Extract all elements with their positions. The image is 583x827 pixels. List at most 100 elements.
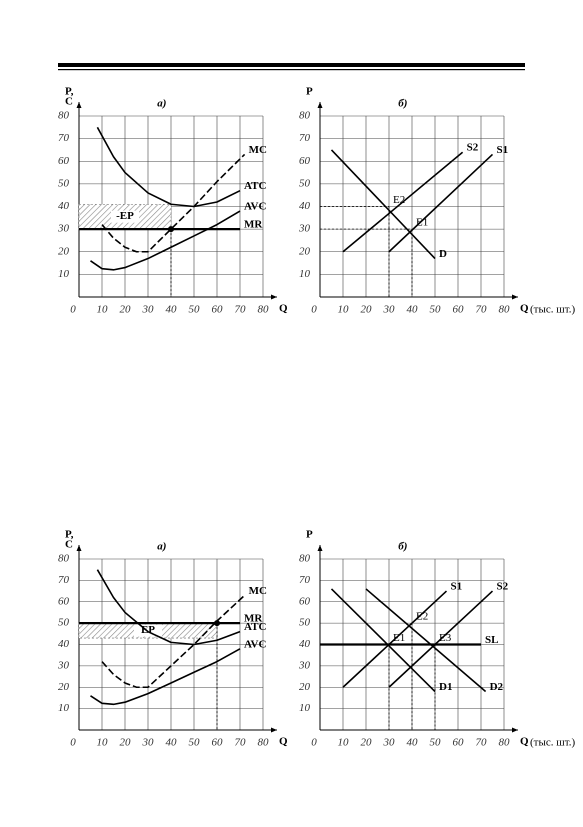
x-tick-label: 70 (235, 304, 247, 316)
y-axis-label: P (306, 86, 313, 98)
x-tick-label: 50 (430, 304, 442, 316)
curve-label: MC (249, 144, 267, 156)
y-tick-label: 30 (298, 223, 311, 235)
curve-label: S2 (467, 142, 479, 154)
curve-label: ATC (244, 180, 266, 192)
y-tick-label: 50 (58, 177, 70, 189)
y-tick-label: 30 (57, 223, 70, 235)
curve-label: D (439, 248, 447, 260)
x-tick-label: 60 (453, 737, 465, 749)
y-tick-label: 10 (299, 702, 311, 714)
y-tick-label: 10 (58, 268, 70, 280)
curve (388, 590, 494, 688)
x-tick-label: 80 (499, 304, 511, 316)
chart-title: а) (157, 541, 166, 553)
x-tick-label: 10 (97, 737, 109, 749)
y-tick-label: 80 (299, 553, 311, 565)
y-tick-label: 10 (299, 268, 311, 280)
curve (388, 153, 494, 253)
y-axis-label: P, (65, 86, 74, 98)
x-tick-label: 30 (142, 304, 155, 316)
header-rule (58, 69, 525, 71)
x-tick-label: 20 (120, 737, 132, 749)
x-axis-arrow (512, 727, 518, 733)
curve (101, 594, 246, 689)
x-tick-label: 40 (166, 304, 178, 316)
y-tick-label: 70 (299, 574, 311, 586)
point-label: E1 (393, 632, 405, 644)
y-tick-label: 50 (299, 617, 311, 629)
x-tick-label: 20 (361, 737, 373, 749)
y-tick-label: 60 (58, 155, 70, 167)
y-axis-label: P (306, 529, 313, 541)
curve (90, 648, 241, 706)
x-axis-arrow (271, 294, 277, 300)
x-tick-label: 20 (361, 304, 373, 316)
header-rule (58, 63, 525, 67)
region-label-bg (111, 210, 139, 223)
x-tick-label: 70 (476, 304, 488, 316)
curve-label: MR (244, 613, 263, 625)
curve-label: MR (244, 219, 263, 231)
x-axis-label: Q (520, 736, 529, 748)
chart-title: б) (398, 541, 407, 553)
x-tick-label: 40 (166, 737, 178, 749)
y-tick-label: 30 (298, 659, 311, 671)
curve (96, 569, 241, 646)
y-tick-label: 70 (58, 574, 70, 586)
x-tick-label: 50 (430, 737, 442, 749)
x-tick-label: 0 (70, 737, 76, 749)
x-tick-label: 10 (97, 304, 109, 316)
curve (101, 153, 246, 253)
x-tick-label: 30 (142, 737, 155, 749)
y-tick-label: 60 (58, 595, 70, 607)
x-axis-label: Q (279, 736, 288, 748)
x-axis-arrow (271, 727, 277, 733)
x-axis-label: Q (279, 303, 288, 315)
x-tick-label: 80 (258, 304, 270, 316)
y-tick-label: 80 (58, 553, 70, 565)
x-tick-label: 0 (311, 304, 317, 316)
y-tick-label: 70 (299, 132, 311, 144)
x-tick-label: 60 (453, 304, 465, 316)
curve-label: AVC (244, 201, 266, 213)
y-tick-label: 40 (299, 638, 311, 650)
region-label: -EP (116, 210, 134, 222)
curve (330, 149, 436, 260)
y-tick-label: 80 (58, 110, 70, 122)
point-label: E2 (416, 611, 428, 623)
equilibrium-point (168, 226, 174, 233)
x-tick-label: 30 (383, 304, 396, 316)
curve (330, 588, 436, 693)
chart-title: б) (398, 98, 407, 110)
y-tick-label: 50 (299, 177, 311, 189)
y-tick-label: 70 (58, 132, 70, 144)
y-tick-label: 40 (58, 200, 70, 212)
y-axis-label: C (65, 96, 73, 108)
y-tick-label: 30 (57, 659, 70, 671)
x-tick-label: 40 (407, 737, 419, 749)
curve-label: S1 (497, 144, 509, 156)
x-tick-label: 50 (189, 737, 201, 749)
y-axis-arrow (317, 102, 323, 108)
y-tick-label: 20 (299, 681, 311, 693)
x-axis-unit: (тыс. шт.) (530, 737, 575, 749)
x-tick-label: 50 (189, 304, 201, 316)
y-tick-label: 40 (299, 200, 311, 212)
curve-label: SL (485, 634, 498, 646)
y-axis-label: P, (65, 529, 74, 541)
y-tick-label: 80 (299, 110, 311, 122)
y-tick-label: 10 (58, 702, 70, 714)
point-label: E1 (416, 217, 428, 229)
y-tick-label: 20 (58, 245, 70, 257)
x-tick-label: 30 (383, 737, 396, 749)
curve (342, 151, 464, 253)
y-axis-label: C (65, 539, 73, 551)
y-tick-label: 60 (299, 155, 311, 167)
x-tick-label: 60 (212, 737, 224, 749)
curve-label: S2 (497, 581, 509, 593)
curve (342, 590, 448, 688)
x-tick-label: 80 (499, 737, 511, 749)
curve (96, 126, 241, 208)
